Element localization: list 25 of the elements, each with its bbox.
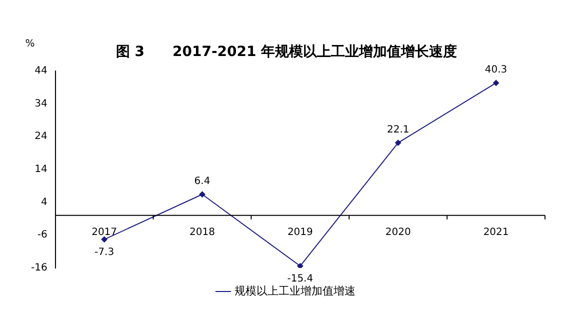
y-tick-label: 44 [34, 65, 48, 76]
data-label: -7.3 [94, 247, 114, 258]
y-tick-label: -16 [30, 262, 48, 274]
y-tick-label: 4 [40, 196, 48, 208]
y-tick-label: 14 [34, 164, 48, 175]
x-tick-label: 2019 [287, 227, 313, 238]
data-label: 22.1 [386, 124, 410, 136]
y-axis-title: % [25, 38, 35, 50]
data-label: 6.4 [194, 176, 210, 187]
point [395, 140, 402, 146]
x-tick-label: 2017 [92, 227, 118, 238]
y-tick-label: 24 [34, 131, 48, 142]
y-tick-label: 34 [34, 98, 48, 110]
y-tick-label: -6 [37, 230, 48, 241]
point [297, 263, 304, 268]
point [199, 191, 206, 198]
data-label: -15.4 [287, 274, 314, 285]
x-tick-label: 2021 [483, 227, 509, 238]
point [101, 236, 108, 242]
data-label: 40.3 [484, 64, 508, 76]
legend-label: 规模以上工业增加值增速 [234, 284, 356, 298]
x-tick-label: 2018 [190, 227, 215, 238]
x-tick-label: 2020 [385, 227, 411, 238]
point [493, 80, 500, 86]
chart-title: 图 3 2017-2021 年规模以上工业增加值增长速度 [116, 43, 458, 60]
